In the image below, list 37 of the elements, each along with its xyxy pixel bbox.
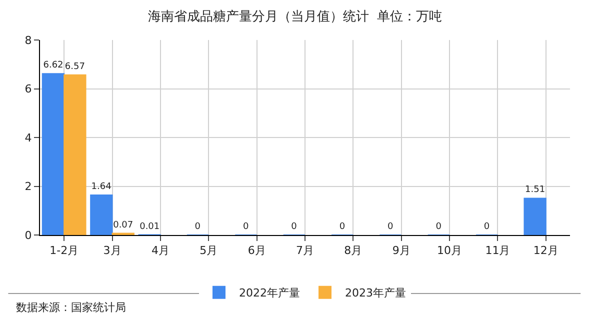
source-note: 数据来源：国家统计局: [16, 301, 126, 314]
bar: [42, 73, 65, 235]
legend-label: 2022年产量: [239, 286, 300, 300]
x-tick-label: 1-2月: [50, 244, 79, 258]
data-label: 0: [242, 222, 249, 232]
y-tick-label: 4: [24, 131, 32, 144]
y-tick-label: 6: [24, 82, 32, 96]
data-label: 6.57: [64, 62, 85, 72]
bar: [524, 198, 546, 235]
x-tick-label: 7月: [296, 244, 314, 258]
x-tick-label: 12月: [533, 244, 558, 258]
data-label: 1.64: [91, 182, 112, 192]
data-label: 0: [484, 222, 490, 232]
data-label: 0.07: [113, 220, 134, 230]
y-tick-label: 8: [24, 34, 32, 47]
data-label: 1.51: [525, 185, 546, 196]
x-tick-label: 9月: [392, 244, 410, 258]
data-label: 0: [436, 222, 442, 232]
x-tick-label: 8月: [344, 244, 362, 258]
data-label: 0.01: [140, 222, 160, 232]
data-label: 0: [388, 222, 394, 232]
x-tick-label: 3月: [103, 244, 122, 258]
bar: [64, 74, 86, 235]
data-label: 6.62: [43, 60, 64, 71]
data-label: 0: [194, 222, 201, 232]
x-tick-label: 6月: [248, 244, 266, 258]
chart-title: 海南省成品糖产量分月（当月值）统计 单位：万吨: [148, 10, 442, 25]
x-tick-label: 4月: [151, 244, 170, 258]
bar: [90, 194, 113, 235]
data-label: 0: [339, 222, 346, 232]
y-tick-label: 2: [24, 180, 32, 194]
x-tick-label: 10月: [437, 244, 462, 258]
legend-label: 2023年产量: [345, 286, 406, 300]
y-tick-label: 0: [24, 228, 32, 242]
x-tick-label: 5月: [200, 244, 218, 258]
data-label: 0: [291, 222, 298, 232]
x-tick-label: 11月: [485, 244, 510, 258]
